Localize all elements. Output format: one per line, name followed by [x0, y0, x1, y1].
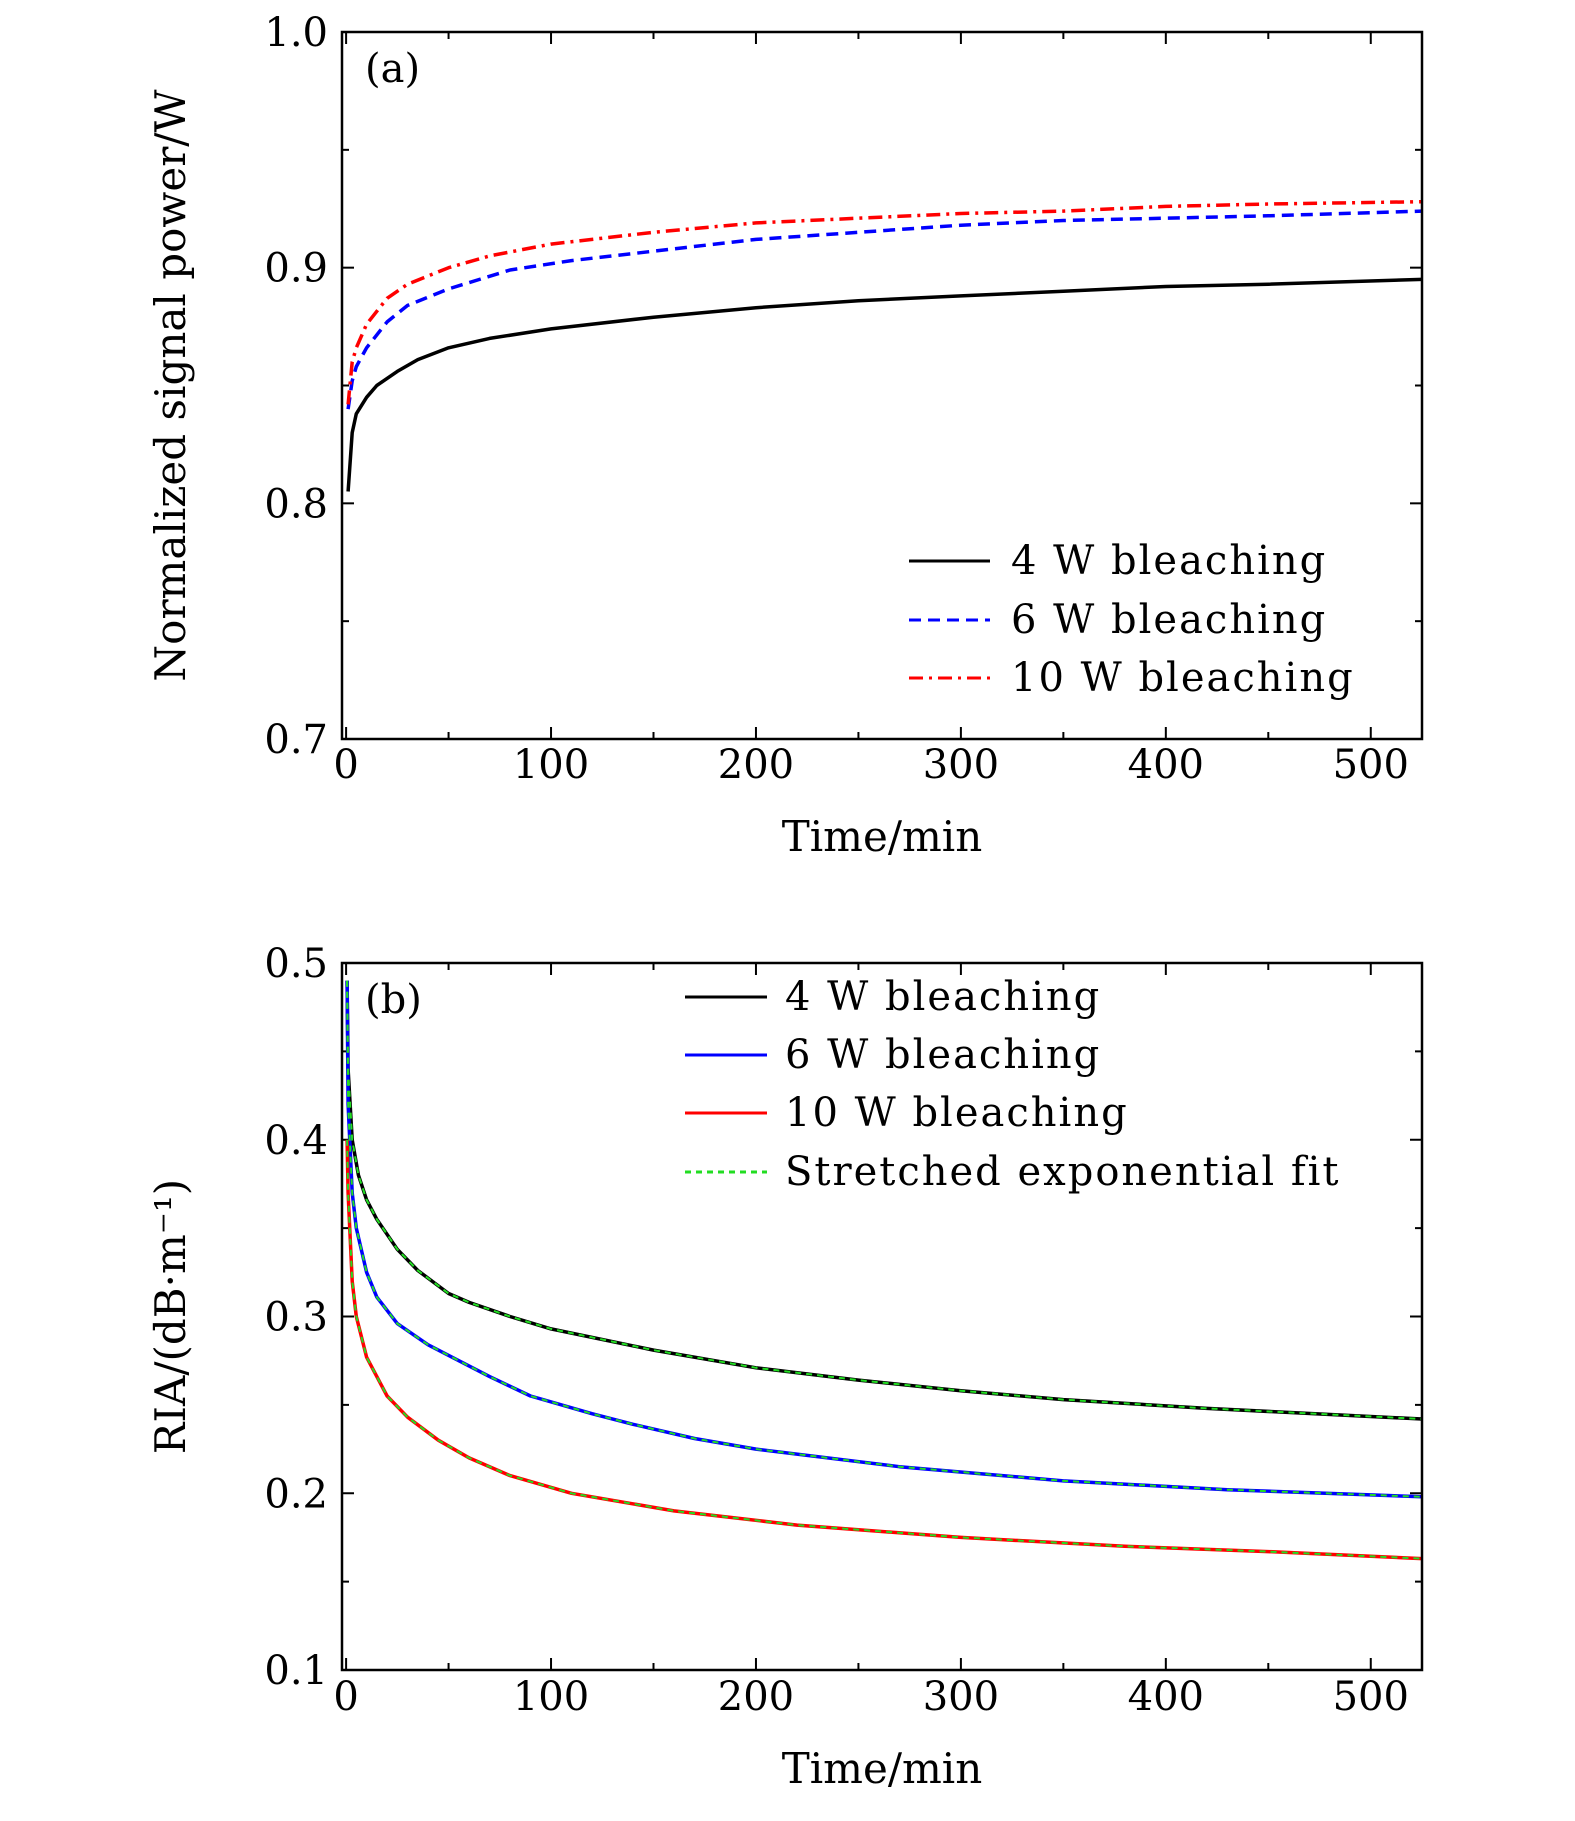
- y-axis-label: RIA/(dB·m⁻¹): [146, 1179, 195, 1454]
- y-tick-label: 0.3: [264, 1295, 328, 1341]
- x-tick-label: 300: [923, 1674, 999, 1720]
- fit-line: [346, 980, 1422, 1498]
- y-tick-label: 0.7: [264, 717, 328, 763]
- fit-line: [346, 980, 1422, 1420]
- fit-line: [346, 1139, 1422, 1560]
- panel-label: (a): [365, 46, 420, 92]
- x-tick-label: 100: [513, 742, 589, 788]
- legend-label: 6 W bleaching: [785, 1032, 1101, 1078]
- y-axis-label: Normalized signal power/W: [146, 89, 195, 682]
- x-tick-label: 400: [1128, 1674, 1204, 1720]
- x-tick-label: 0: [333, 742, 358, 788]
- panel-label: (b): [365, 977, 422, 1023]
- y-tick-label: 0.8: [264, 481, 328, 527]
- x-tick-label: 300: [923, 742, 999, 788]
- panel-b: 0 100 200 300 400 500 0.1 0.2 0.3 0.4 0.5 Time/min R…: [146, 941, 1424, 1793]
- series-line: [345, 1139, 1422, 1561]
- series-line: [346, 209, 1422, 410]
- series-line: [346, 277, 1422, 492]
- x-tick-label: 100: [513, 1674, 589, 1720]
- x-tick-label: 200: [718, 742, 794, 788]
- y-tick-label: 1.0: [264, 10, 328, 56]
- panel-a: 0 100 200 300 400 500 0.7 0.8 0.9 1.0 Time/min Norm…: [146, 10, 1424, 861]
- legend: 4 W bleaching 6 W bleaching 10 W bleaching…: [685, 974, 1341, 1195]
- y-tick-label: 0.2: [264, 1471, 328, 1517]
- x-tick-label: 500: [1333, 742, 1409, 788]
- y-tick-label: 0.5: [264, 941, 328, 987]
- x-axis-label: Time/min: [782, 1744, 983, 1793]
- legend-label: 4 W bleaching: [785, 974, 1101, 1020]
- legend: 4 W bleaching 6 W bleaching 10 W bleaching: [909, 538, 1355, 701]
- legend-label: 6 W bleaching: [1011, 597, 1327, 643]
- x-tick-label: 0: [333, 1674, 358, 1720]
- x-axis-label: Time/min: [782, 812, 983, 861]
- plot-frame: [340, 961, 1424, 1672]
- legend-label: Stretched exponential fit: [785, 1149, 1341, 1195]
- y-tick-label: 0.1: [264, 1648, 328, 1694]
- x-tick-label: 200: [718, 1674, 794, 1720]
- y-tick-label: 0.4: [264, 1118, 328, 1164]
- plot-frame: [340, 30, 1424, 741]
- y-tick-label: 0.9: [264, 246, 328, 292]
- legend-label: 4 W bleaching: [1011, 538, 1327, 584]
- legend-label: 10 W bleaching: [1011, 655, 1355, 701]
- x-tick-label: 400: [1128, 742, 1204, 788]
- legend-label: 10 W bleaching: [785, 1090, 1129, 1136]
- x-tick-label: 500: [1333, 1674, 1409, 1720]
- series-line: [346, 199, 1422, 405]
